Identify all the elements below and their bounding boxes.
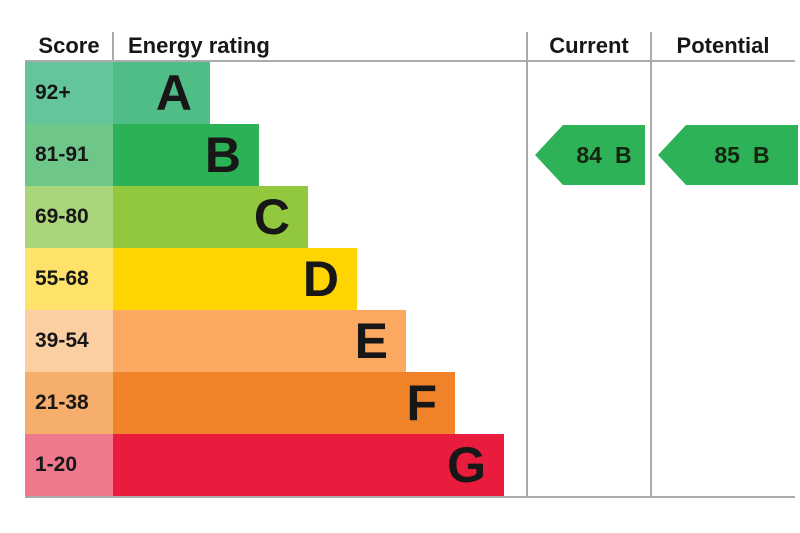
score-range-label: 55-68 [25, 248, 113, 310]
score-range-label: 92+ [25, 62, 113, 124]
band-row-a: 92+ A [25, 62, 210, 124]
potential-score: 85 [714, 141, 740, 168]
score-range-label: 69-80 [25, 186, 113, 248]
band-row-e: 39-54 E [25, 310, 406, 372]
current-band-letter: B [614, 141, 632, 168]
score-range-label: 21-38 [25, 372, 113, 434]
chart-bottom-line [25, 496, 795, 498]
current-column-header: Current [549, 33, 629, 58]
potential-rating-arrow: 85 B [658, 125, 798, 185]
rating-bar-d: D [113, 248, 357, 310]
rating-bar-e: E [113, 310, 406, 372]
score-range-label: 81-91 [25, 124, 113, 186]
score-column-header: Score [38, 33, 100, 58]
energy-rating-column-header: Energy rating [128, 33, 270, 58]
current-rating-arrow: 84 B [535, 125, 645, 185]
rating-bar-g: G [113, 434, 504, 496]
band-row-g: 1-20 G [25, 434, 504, 496]
rating-bar-a: A [113, 62, 210, 124]
score-range-label: 39-54 [25, 310, 113, 372]
rating-bar-f: F [113, 372, 455, 434]
potential-band-letter: B [752, 141, 770, 168]
band-row-c: 69-80 C [25, 186, 308, 248]
current-column-divider [526, 32, 528, 498]
current-score: 84 [576, 141, 602, 168]
potential-column-header: Potential [676, 33, 770, 58]
score-range-label: 1-20 [25, 434, 113, 496]
rating-bar-b: B [113, 124, 259, 186]
potential-column-divider [650, 32, 652, 498]
band-row-b: 81-91 B [25, 124, 259, 186]
rating-bar-c: C [113, 186, 308, 248]
band-row-f: 21-38 F [25, 372, 455, 434]
score-column-divider [112, 32, 114, 60]
band-row-d: 55-68 D [25, 248, 357, 310]
header-underline [25, 60, 795, 62]
